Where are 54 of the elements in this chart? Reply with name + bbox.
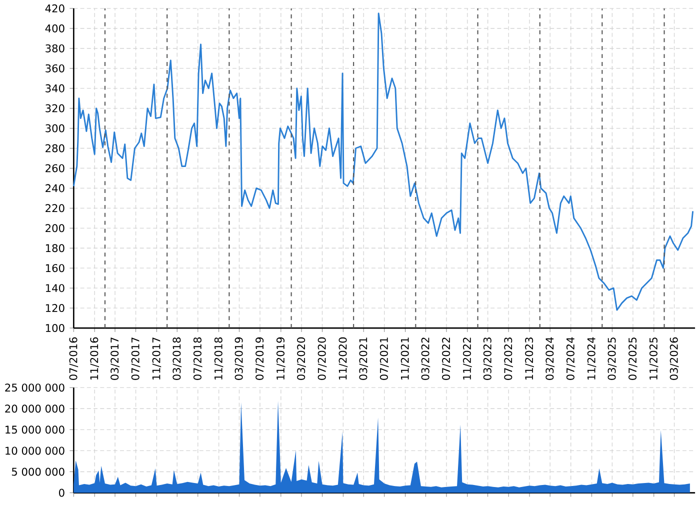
y-tick-label: 25 000 000 [5,384,64,392]
x-tick-label: 07/2022 [442,338,451,380]
y-tick-label: 400 [45,24,64,32]
x-tick-label: 03/2020 [297,337,306,380]
line-series [72,12,694,311]
y-tick-label: 360 [46,64,64,72]
x-tick-label: 11/2018 [214,337,224,380]
x-tick-label: 07/2018 [193,337,202,380]
x-tick-label: 07/2024 [566,337,576,380]
x-tick-label: 07/2017 [131,338,140,380]
y-tick-label: 10 000 000 [6,446,64,455]
x-tick-label: 11/2022 [462,338,472,380]
x-tick-label: 07/2019 [256,337,264,380]
x-tick-label: 03/2018 [172,337,182,380]
x-tick-label: 03/2019 [234,337,244,380]
y-tick-label: 5 000 000 [12,468,64,476]
y-tick-label: 100 [46,324,64,332]
y-tick-label: 260 [46,164,64,172]
x-tick-label: 07/2025 [628,338,638,380]
x-tick-label: 03/2017 [110,338,120,380]
y-tick-label: 15 000 000 [6,426,64,434]
x-tick-label: 11/2019 [276,337,286,380]
x-tick-label: 07/2016 [69,337,78,380]
x-tick-label: 03/2021 [359,338,368,380]
x-tick-label: 11/2021 [400,338,410,380]
x-tick-label: 03/2025 [608,338,617,380]
x-tick-label: 03/2024 [546,337,554,380]
y-tick-label: 320 [46,104,64,112]
y-tick-label: 420 [45,4,64,12]
x-tick-label: 07/2020 [318,337,327,380]
y-tick-label: 200 [46,224,64,232]
y-tick-label: 140 [46,284,64,292]
y-tick-label: 300 [46,124,64,132]
x-tick-label: 07/2021 [380,338,389,380]
y-tick-label: 280 [46,144,64,152]
y-tick-label: 120 [46,304,64,312]
y-tick-label: 240 [46,184,64,192]
x-tick-label: 11/2025 [649,338,658,380]
x-tick-label: 03/2022 [421,338,430,380]
x-tick-label: 11/2024 [587,337,596,380]
y-tick-label: 380 [46,44,64,52]
y-tick-label: 160 [46,264,64,272]
y-tick-label: 0 [59,488,64,497]
x-tick-label: 03/2023 [483,338,492,380]
x-tick-label: 11/2017 [152,338,162,380]
y-tick-label: 220 [46,204,64,212]
x-tick-label: 11/2016 [90,337,100,380]
x-tick-label: 07/2023 [504,338,513,380]
x-tick-label: 11/2020 [338,337,348,380]
x-tick-label: 03/2026 [670,337,679,380]
y-tick-label: 340 [46,84,64,92]
y-tick-label: 20 000 000 [5,404,64,413]
x-tick-label: 11/2023 [525,338,534,380]
y-tick-label: 180 [46,244,64,252]
